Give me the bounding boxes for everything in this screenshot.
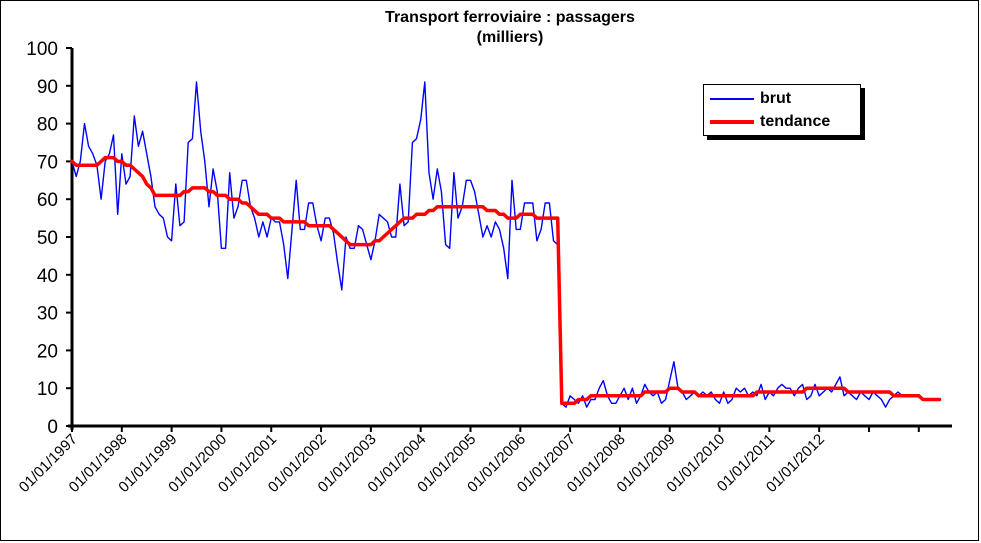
- subtitle-line: (milliers): [476, 29, 544, 46]
- y-tick-label: 30: [37, 304, 58, 325]
- chart-title: Transport ferroviaire : passagers (milli…: [300, 8, 720, 48]
- y-tick-label: 60: [37, 190, 58, 211]
- title-line: Transport ferroviaire : passagers: [385, 9, 635, 26]
- y-tick-label: 40: [37, 266, 58, 287]
- y-tick-label: 50: [37, 228, 58, 249]
- y-tick-label: 0: [47, 417, 58, 438]
- legend-item-tendance: tendance: [710, 111, 830, 133]
- legend-label-brut: brut: [760, 90, 792, 107]
- y-tick-label: 80: [37, 115, 58, 136]
- series-line-brut: [71, 81, 907, 408]
- legend-swatch-brut: [710, 98, 754, 100]
- legend: brut tendance: [703, 84, 861, 136]
- y-tick-label: 90: [37, 77, 58, 98]
- y-tick-label: 70: [37, 152, 58, 173]
- legend-label-tendance: tendance: [760, 113, 831, 130]
- legend-item-brut: brut: [710, 88, 791, 110]
- legend-swatch-tendance: [710, 120, 754, 124]
- y-tick-label: 10: [37, 379, 58, 400]
- y-tick-label: 100: [26, 39, 58, 60]
- series-line-tendance: [70, 155, 942, 406]
- y-tick-label: 20: [37, 341, 58, 362]
